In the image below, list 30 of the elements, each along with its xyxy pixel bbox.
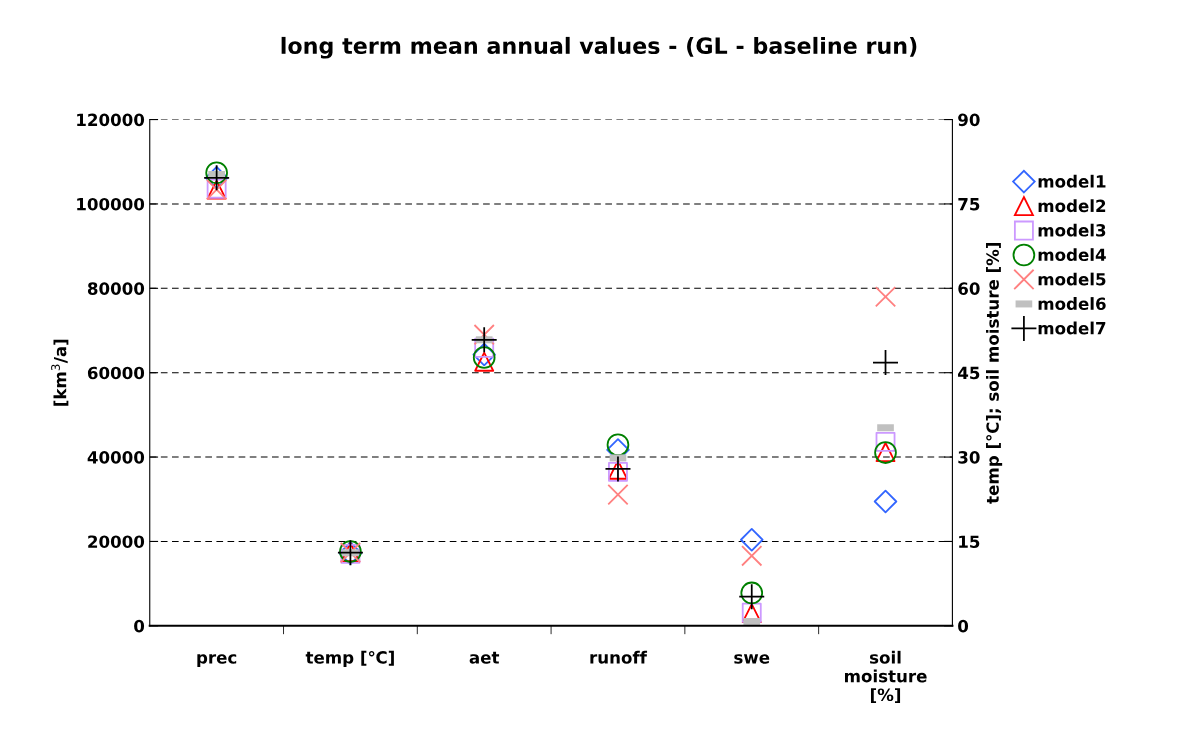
y-tick-label: 100000 [77,197,145,211]
legend-label: model6 [1038,297,1106,311]
x-tick-label: swe [734,654,770,664]
y2-axis-title: temp [℃]; soil moisture [%] [986,242,1003,504]
y2-tick-label: 45 [958,366,980,380]
x-tick-label: prec [197,654,237,667]
y2-tick-label: 15 [959,535,980,549]
legend-label: model3 [1038,223,1106,237]
y-tick-label: 60000 [87,366,145,380]
y-tick-label: 120000 [77,113,145,127]
legend-label: model7 [1038,321,1106,335]
y2-tick-label: 75 [958,198,980,211]
y2-tick-label: 30 [958,451,980,464]
y-axis-title: [km$^{3}$/a] [51,339,69,406]
y-tick-label: 40000 [87,451,145,464]
chart-title: long term mean annual values - (GL - baseline run) [281,36,917,59]
x-tick-label: runoff [590,650,648,664]
y2-tick-label: 90 [958,113,980,127]
legend-label: model4 [1038,248,1106,262]
y2-tick-label: 60 [958,282,980,295]
legend-label: model1 [1038,174,1106,188]
y-tick-label: 20000 [88,535,145,549]
y-tick-label: 80000 [87,282,145,295]
x-tick-label: soil moisture [%] [845,650,927,704]
x-tick-label: temp [℃] [305,650,394,667]
legend-label: model5 [1038,272,1106,286]
x-tick-label: aet [469,651,500,664]
legend-label: model2 [1038,199,1106,213]
y2-tick-label: 0 [958,619,969,633]
y-tick-label: 0 [134,619,145,633]
